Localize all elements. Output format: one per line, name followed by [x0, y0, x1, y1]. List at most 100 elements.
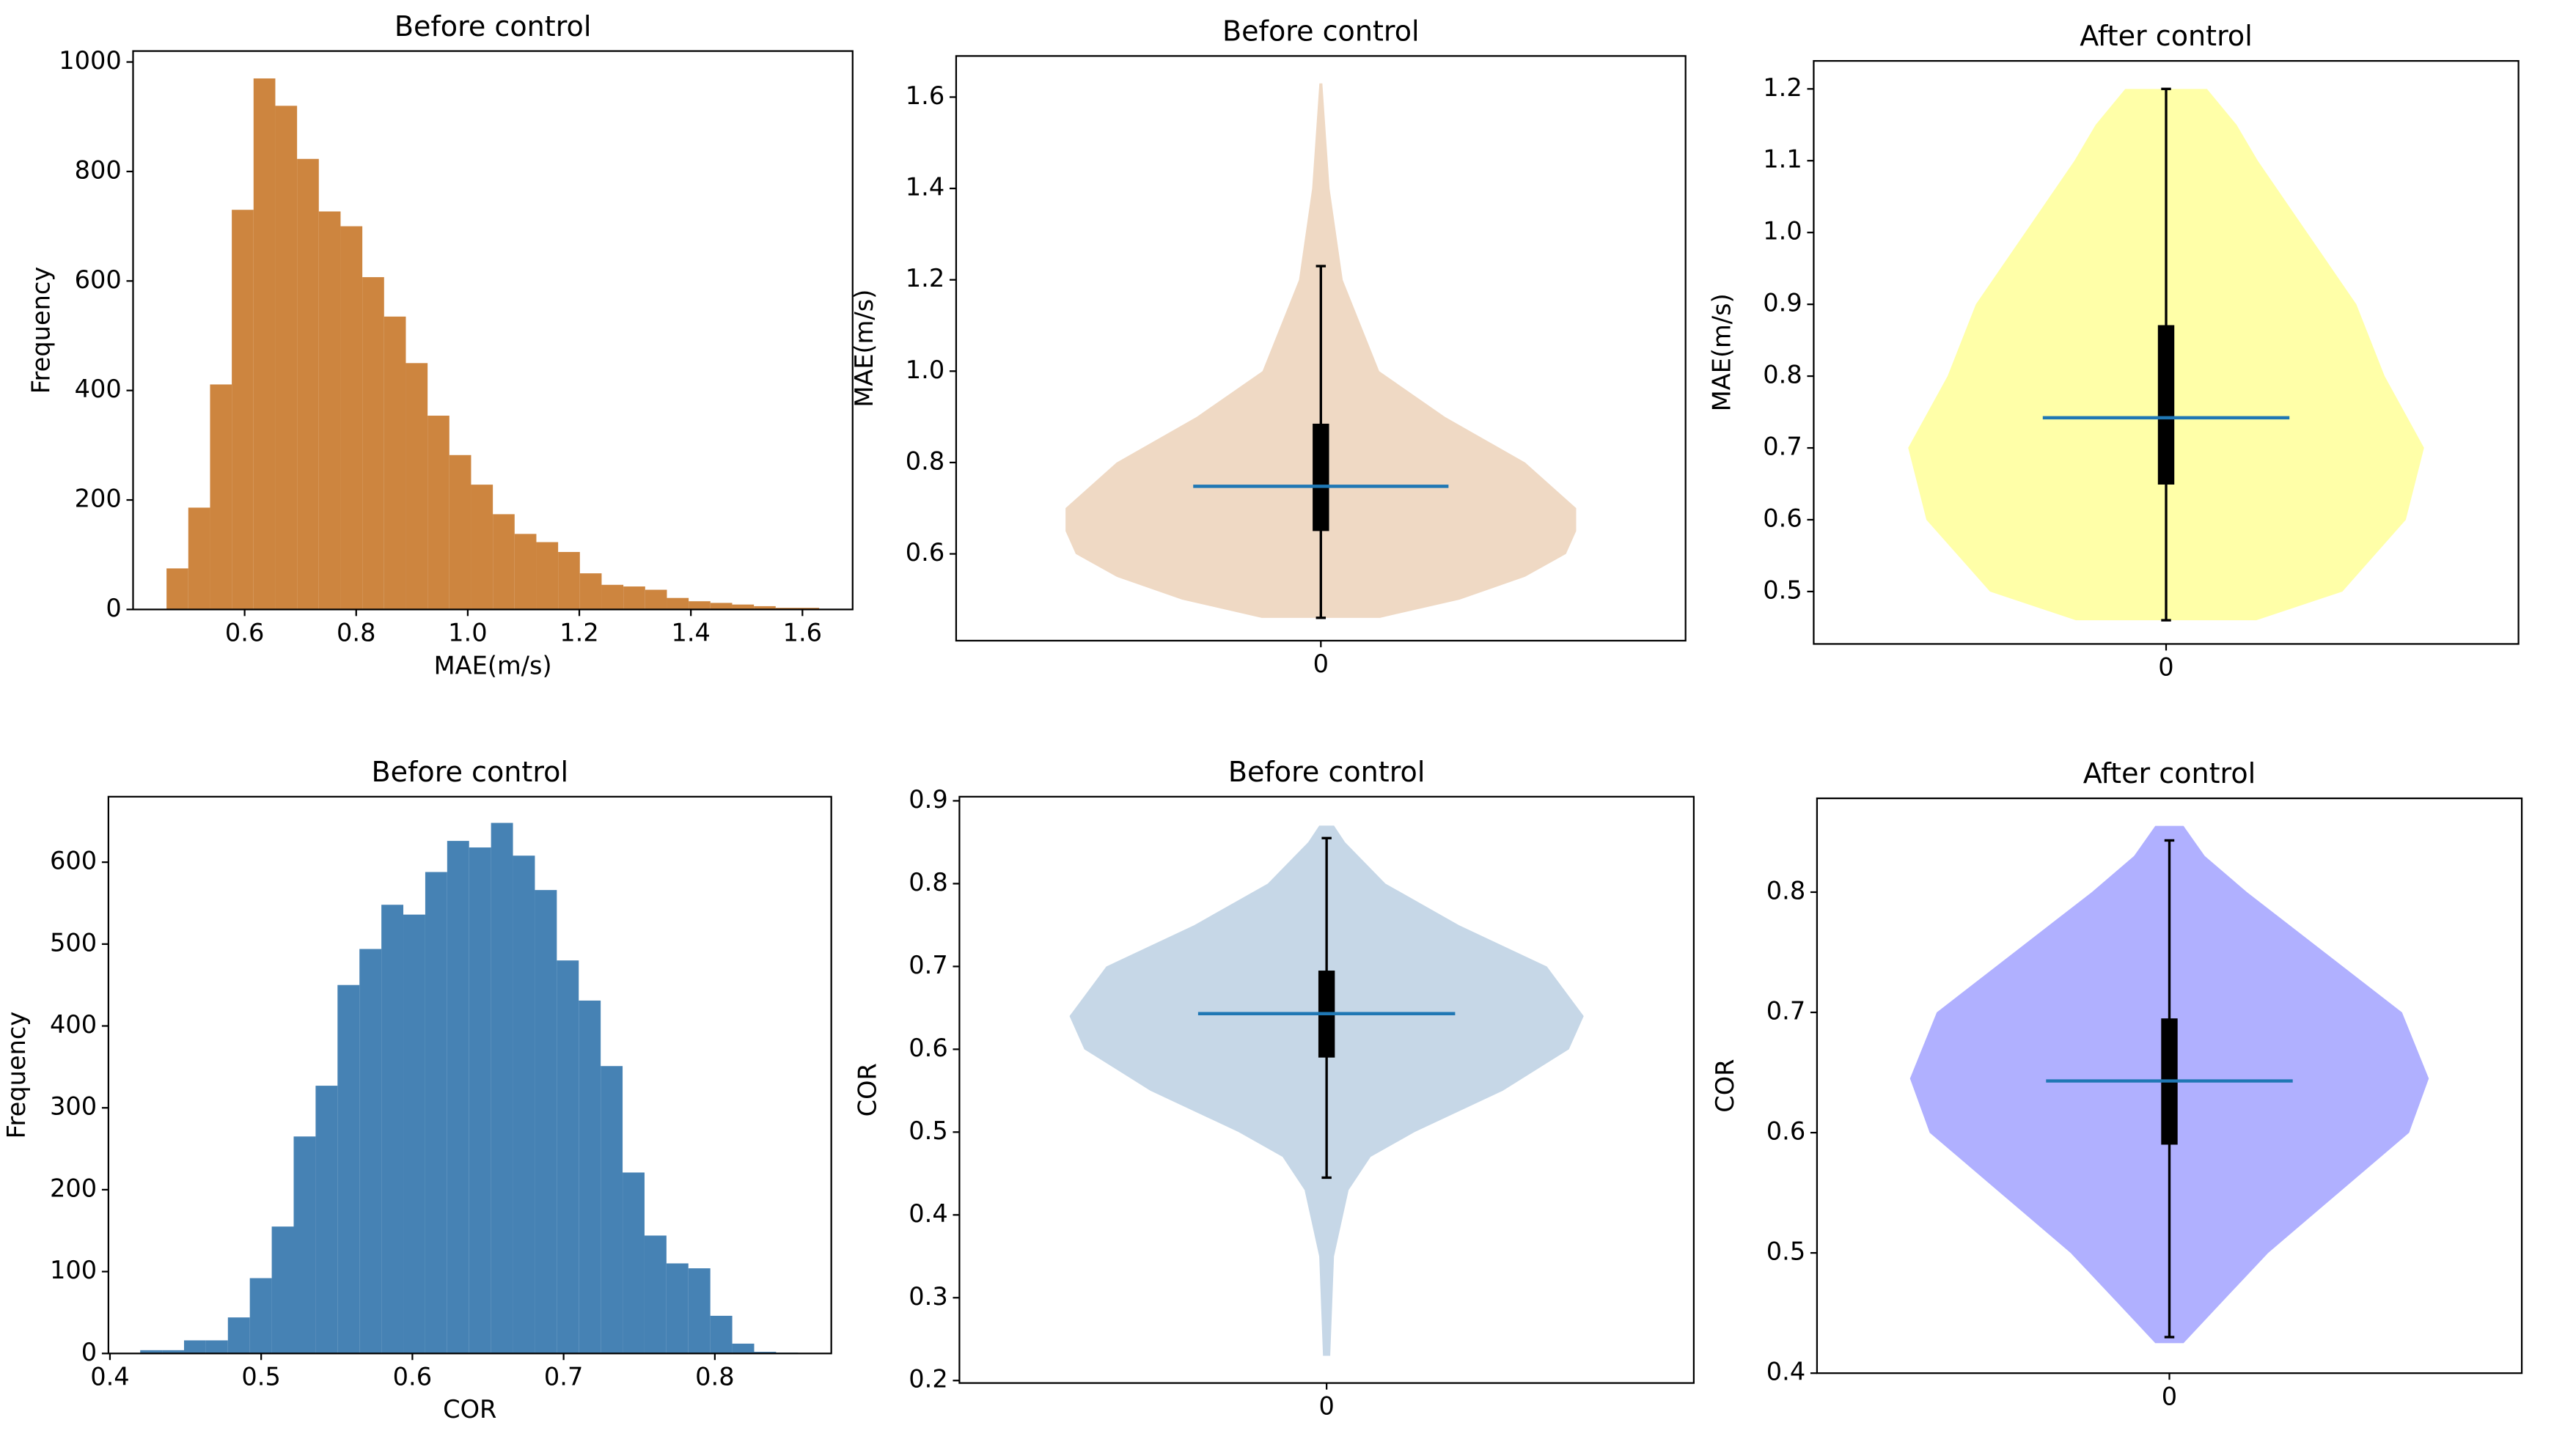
bar — [359, 949, 382, 1354]
x-axis-label: COR — [443, 1395, 496, 1424]
bar — [623, 586, 645, 610]
chart-title: Before control — [371, 756, 568, 788]
bar — [205, 1340, 228, 1354]
y-tick-label: 0.4 — [1766, 1358, 1805, 1386]
bar — [318, 211, 341, 610]
y-tick-label: 1.4 — [906, 173, 944, 202]
x-axis-label: MAE(m/s) — [434, 651, 552, 680]
y-tick-label: 0.4 — [909, 1199, 947, 1228]
y-tick-label: 0.7 — [1763, 433, 1802, 461]
y-axis-label: MAE(m/s) — [850, 290, 878, 408]
y-tick-label: 400 — [50, 1010, 97, 1039]
y-tick-label: 0.5 — [1763, 575, 1802, 604]
y-tick-label: 0.3 — [909, 1282, 947, 1311]
bar — [162, 1350, 184, 1354]
bar — [188, 507, 210, 610]
x-tick-label: 1.6 — [783, 618, 822, 647]
y-tick-label: 200 — [75, 485, 122, 513]
box — [2157, 325, 2175, 485]
x-tick-label: 0.6 — [225, 618, 264, 647]
bar — [406, 363, 428, 610]
y-tick-label: 800 — [75, 155, 122, 184]
chart-title: Before control — [395, 10, 592, 43]
bar — [140, 1350, 163, 1354]
bar — [403, 914, 425, 1354]
bar — [732, 1343, 755, 1354]
bar — [514, 534, 537, 610]
bar — [315, 1086, 338, 1354]
x-tick-label: 0.8 — [337, 618, 375, 647]
bar — [710, 1315, 733, 1354]
y-tick-label: 1.1 — [1763, 145, 1802, 174]
bar — [275, 106, 298, 610]
y-tick-label: 200 — [50, 1174, 97, 1202]
bar — [253, 78, 276, 610]
y-axis-label: Frequency — [2, 1012, 31, 1139]
bar — [493, 514, 515, 610]
bar — [732, 604, 755, 610]
chart-title: Before control — [1222, 15, 1420, 47]
bar — [249, 1278, 272, 1354]
y-tick-label: 600 — [50, 847, 97, 875]
box — [1313, 423, 1329, 531]
bar — [428, 416, 449, 610]
y-tick-label: 1.2 — [906, 264, 944, 292]
axes-frame — [107, 795, 832, 1355]
x-tick-label: 1.4 — [671, 618, 710, 647]
bar — [449, 454, 471, 610]
y-tick-label: 600 — [75, 265, 122, 294]
y-tick-label: 0.7 — [909, 951, 947, 979]
y-axis-label: COR — [854, 1063, 882, 1116]
x-tick-label: 0.5 — [241, 1362, 280, 1391]
bar — [210, 384, 232, 610]
bar — [513, 855, 535, 1354]
x-tick-label: 0 — [2162, 1382, 2177, 1410]
x-tick-label: 1.0 — [448, 618, 487, 647]
bar — [297, 158, 319, 610]
bar — [666, 1263, 689, 1354]
y-tick-label: 300 — [50, 1092, 97, 1121]
bar — [688, 1268, 711, 1354]
y-tick-label: 1.0 — [906, 356, 944, 384]
bar — [337, 985, 360, 1354]
bar — [381, 905, 404, 1354]
bar — [535, 890, 557, 1354]
x-tick-label: 0.8 — [695, 1362, 734, 1391]
x-tick-label: 0 — [1313, 649, 1329, 678]
y-axis-label: COR — [1711, 1059, 1739, 1112]
y-tick-label: 500 — [50, 928, 97, 957]
bar — [601, 1066, 623, 1354]
y-tick-label: 1.0 — [1763, 217, 1802, 246]
bar — [557, 960, 579, 1354]
y-tick-label: 0.8 — [1766, 876, 1805, 905]
y-tick-label: 0 — [106, 594, 121, 622]
x-tick-label: 0.6 — [393, 1362, 432, 1391]
chart-title: After control — [2083, 757, 2256, 790]
bar — [471, 485, 493, 610]
y-tick-label: 0.6 — [1763, 504, 1802, 532]
x-tick-label: 0 — [2158, 653, 2173, 682]
axes-frame — [132, 50, 854, 611]
y-axis-label: Frequency — [27, 267, 56, 394]
chart-title: After control — [2080, 20, 2253, 52]
bar — [536, 542, 559, 610]
bar — [689, 601, 711, 610]
y-tick-label: 0.7 — [1766, 997, 1805, 1026]
y-tick-label: 0.9 — [909, 785, 947, 814]
bar — [293, 1136, 316, 1354]
bar — [232, 210, 254, 610]
y-tick-label: 0 — [81, 1338, 97, 1366]
y-tick-label: 0.8 — [909, 868, 947, 897]
chart-title: Before control — [1228, 756, 1425, 788]
y-tick-label: 400 — [75, 375, 122, 403]
x-tick-label: 1.2 — [559, 618, 598, 647]
y-tick-label: 0.6 — [909, 1034, 947, 1062]
y-tick-label: 0.5 — [909, 1116, 947, 1145]
bar — [644, 1235, 667, 1354]
bar — [271, 1226, 294, 1354]
y-tick-label: 100 — [50, 1256, 97, 1284]
x-tick-label: 0.4 — [90, 1362, 129, 1391]
y-tick-label: 1.2 — [1763, 73, 1802, 102]
y-tick-label: 0.8 — [1763, 361, 1802, 389]
